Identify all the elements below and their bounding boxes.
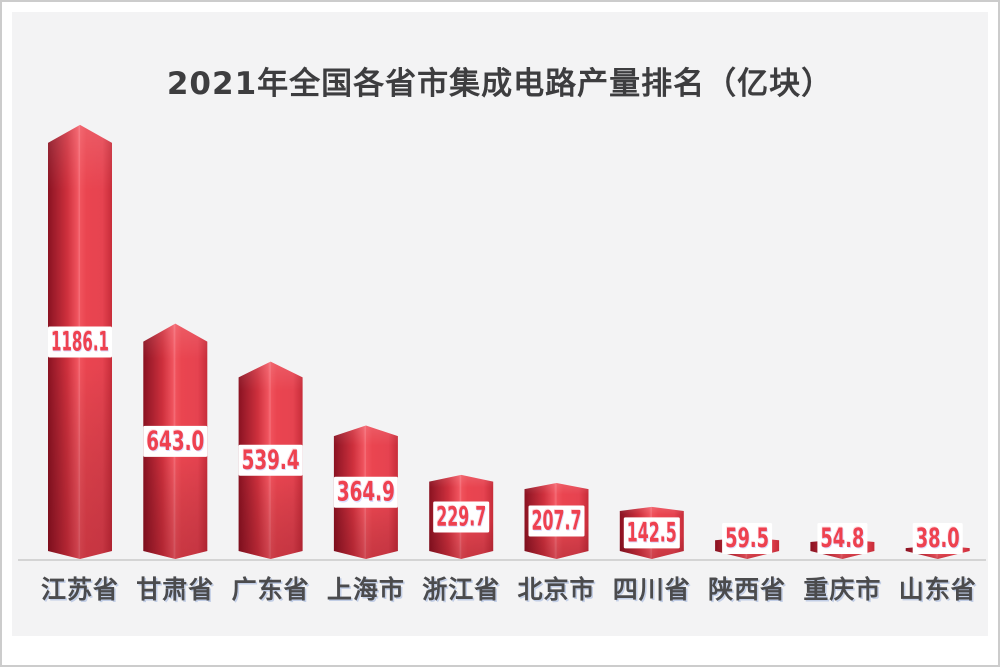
value-label-box [433,501,490,533]
x-axis-label: 甘肃省 [136,575,214,604]
x-axis-label: 陕西省 [708,575,786,604]
value-label: 59.5 [725,523,769,554]
value-label-box [528,505,585,537]
value-label: 364.9 [337,477,395,508]
value-label: 54.8 [820,523,864,554]
chart-title: 2021年全国各省市集成电路产量排名（亿块） [166,66,834,102]
x-axis-label: 山东省 [899,575,977,604]
x-axis-label: 浙江省 [422,575,500,604]
value-label: 142.5 [627,517,677,548]
value-label: 539.4 [242,445,300,476]
value-label-box [722,523,773,554]
x-axis-label: 上海市 [327,575,405,604]
x-axis-label: 江苏省 [41,575,119,604]
x-axis-label: 四川省 [613,575,691,604]
value-label-box [333,476,398,508]
value-label: 229.7 [436,501,486,532]
value-label-box [238,444,303,476]
value-label-box [143,425,208,457]
value-label-box [623,517,680,549]
value-label-box [48,326,112,358]
value-label: 643.0 [146,426,204,457]
value-label: 1186.1 [51,326,109,357]
value-label: 207.7 [532,505,582,536]
value-label-box [912,523,963,554]
x-axis-label: 北京市 [517,575,595,604]
value-label-box [817,523,868,554]
x-axis-label: 重庆市 [803,575,881,604]
value-label: 38.0 [916,523,960,554]
x-axis-label: 广东省 [232,575,310,604]
